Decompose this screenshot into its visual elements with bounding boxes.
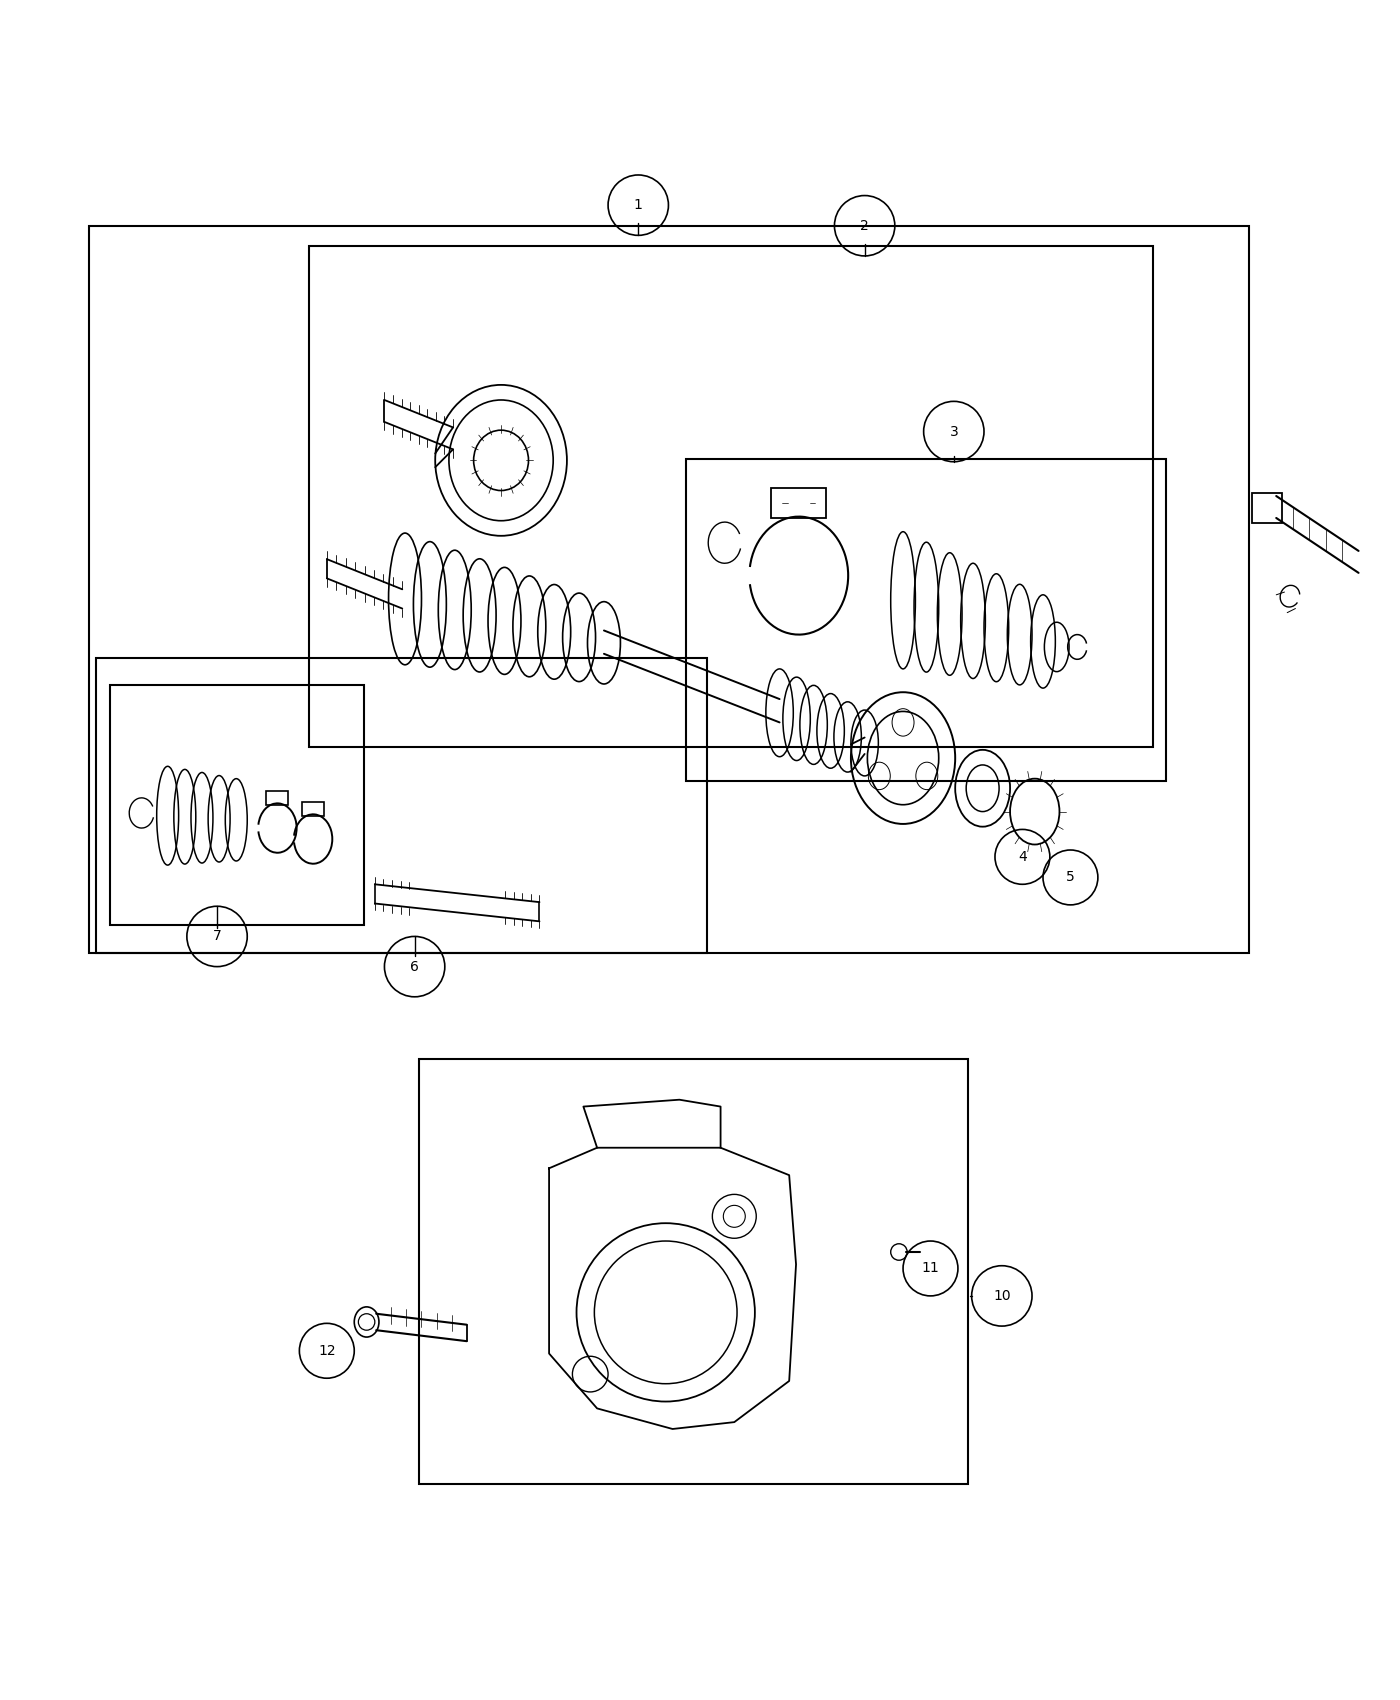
Bar bbox=[1252, 493, 1282, 524]
Text: 7: 7 bbox=[213, 930, 221, 944]
Bar bbox=[686, 459, 1166, 782]
Bar bbox=[309, 246, 1152, 746]
Bar bbox=[266, 790, 288, 804]
Bar bbox=[97, 658, 707, 954]
Text: 5: 5 bbox=[1065, 870, 1075, 884]
Text: 12: 12 bbox=[318, 1343, 336, 1358]
Text: 1: 1 bbox=[634, 199, 643, 212]
Bar bbox=[302, 802, 323, 816]
Text: 10: 10 bbox=[993, 1289, 1011, 1302]
Text: 2: 2 bbox=[860, 219, 869, 233]
Bar bbox=[111, 685, 364, 925]
Bar bbox=[419, 1059, 967, 1484]
Text: 11: 11 bbox=[921, 1261, 939, 1275]
Bar bbox=[771, 488, 826, 518]
Text: 4: 4 bbox=[1018, 850, 1026, 864]
Text: 6: 6 bbox=[410, 959, 419, 974]
Text: 3: 3 bbox=[949, 425, 958, 439]
Bar bbox=[90, 226, 1249, 954]
